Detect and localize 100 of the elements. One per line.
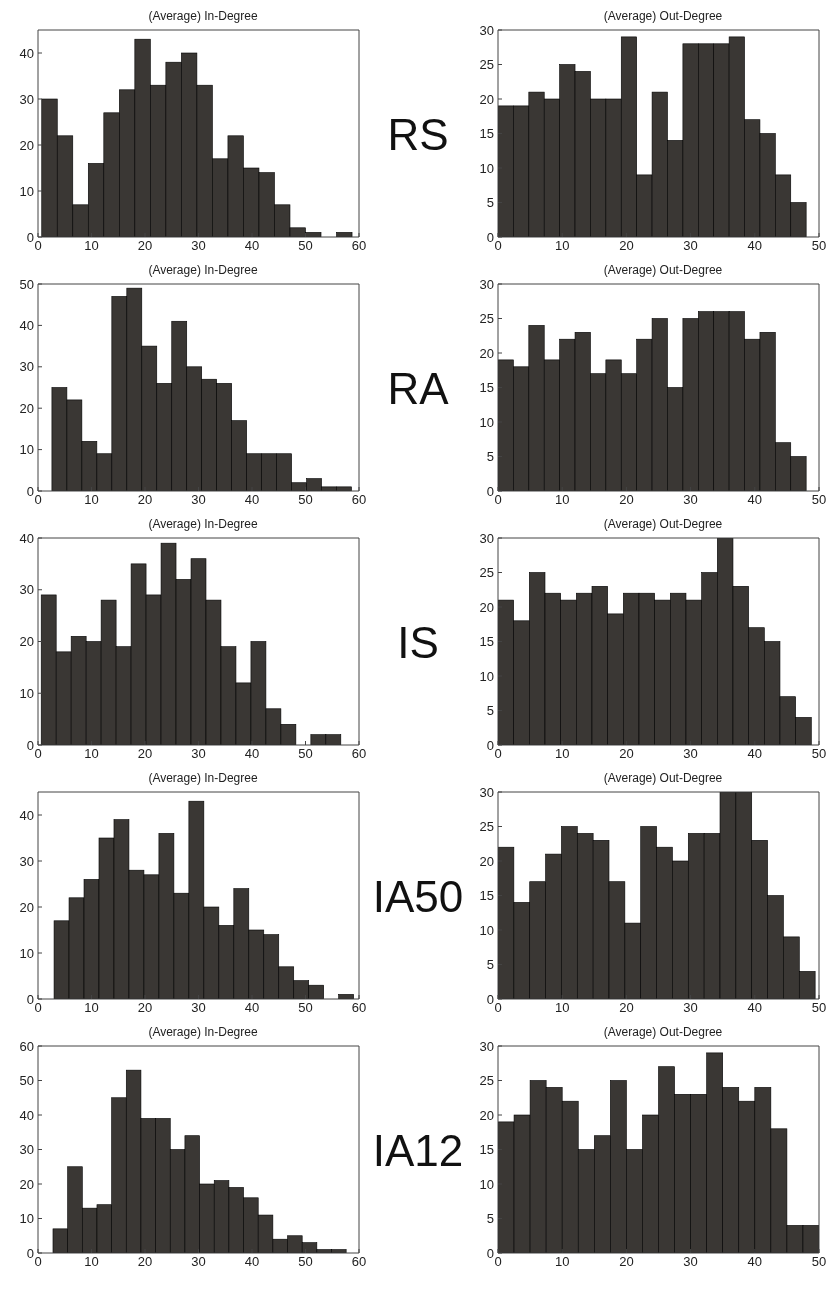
y-tick-label: 30 <box>19 582 34 598</box>
y-tick-label: 10 <box>479 1176 494 1192</box>
y-tick-label: 20 <box>19 137 34 153</box>
y-tick-label: 10 <box>479 414 494 430</box>
text: RA <box>387 364 449 413</box>
y-tick-label: 10 <box>479 160 494 176</box>
x-tick-label: 50 <box>298 238 313 254</box>
x-tick-label: 20 <box>619 1000 634 1016</box>
y-tick-label: 15 <box>479 1142 494 1158</box>
x-tick-label: 40 <box>244 238 260 254</box>
y-tick-label: 10 <box>19 442 34 458</box>
y-tick-label: 5 <box>486 1211 494 1227</box>
y-tick-label: 30 <box>19 1142 34 1158</box>
y-tick-label: 15 <box>479 126 494 142</box>
x-tick-label: 60 <box>351 746 367 762</box>
chart-title: (Average) In-Degree <box>148 1025 258 1039</box>
y-tick-label: 5 <box>486 703 494 719</box>
x-tick-label: 30 <box>683 1254 698 1270</box>
x-tick-label: 20 <box>137 1254 153 1270</box>
x-tick-label: 40 <box>244 746 260 762</box>
y-tick-label: 15 <box>479 634 494 650</box>
x-tick-label: 50 <box>811 1254 827 1270</box>
y-tick-label: 5 <box>486 449 494 465</box>
y-tick-label: 50 <box>19 1073 34 1089</box>
y-tick-label: 25 <box>479 1073 494 1089</box>
y-tick-label: 40 <box>19 807 34 823</box>
x-tick-label: 30 <box>683 492 698 508</box>
x-tick-label: 10 <box>554 238 570 254</box>
x-tick-label: 40 <box>747 492 763 508</box>
x-tick-label: 50 <box>298 1000 313 1016</box>
x-tick-label: 60 <box>351 492 367 508</box>
chart-title: (Average) In-Degree <box>147 9 259 25</box>
y-tick-label: 20 <box>479 91 494 107</box>
y-tick-label: 5 <box>486 195 494 211</box>
x-tick-label: 40 <box>244 1000 260 1016</box>
y-tick-label: 50 <box>19 276 34 292</box>
x-tick-label: 10 <box>84 492 99 508</box>
x-tick-label: 50 <box>811 238 827 254</box>
y-tick-label: 20 <box>19 400 34 416</box>
text: IA50 <box>372 872 464 921</box>
x-tick-label: 40 <box>244 492 260 508</box>
y-tick-label: 30 <box>479 1038 494 1054</box>
x-tick-label: 50 <box>298 1254 313 1270</box>
x-tick-label: 50 <box>811 492 827 508</box>
x-tick-label: 60 <box>351 238 367 254</box>
x-tick-label: 10 <box>84 1254 99 1270</box>
y-tick-label: 10 <box>19 1211 34 1227</box>
x-tick-label: 40 <box>747 746 763 762</box>
x-tick-label: 50 <box>298 492 313 508</box>
y-tick-label: 40 <box>19 45 34 61</box>
x-tick-label: 30 <box>191 746 206 762</box>
chart-title: (Average) Out-Degree <box>603 1025 723 1039</box>
x-tick-label: 30 <box>683 746 698 762</box>
x-tick-label: 40 <box>747 238 763 254</box>
x-tick-label: 30 <box>683 238 698 254</box>
x-tick-label: 30 <box>191 1000 206 1016</box>
text: IS <box>397 618 439 667</box>
y-tick-label: 40 <box>19 318 34 334</box>
y-tick-label: 10 <box>479 668 494 684</box>
y-tick-label: 40 <box>19 530 34 546</box>
x-tick-label: 20 <box>619 238 634 254</box>
text: IA12 <box>372 1126 464 1175</box>
chart-title: (Average) Out-Degree <box>603 771 723 785</box>
y-tick-label: 30 <box>19 91 34 107</box>
y-tick-label: 20 <box>479 1107 494 1123</box>
x-tick-label: 10 <box>84 238 99 254</box>
x-tick-label: 50 <box>811 746 827 762</box>
y-tick-label: 20 <box>479 345 494 361</box>
x-tick-label: 20 <box>137 746 153 762</box>
x-tick-label: 40 <box>747 1254 763 1270</box>
x-tick-label: 50 <box>811 1000 827 1016</box>
y-tick-label: 10 <box>479 922 494 938</box>
y-tick-label: 5 <box>486 957 494 973</box>
y-tick-label: 30 <box>479 530 494 546</box>
x-tick-label: 30 <box>683 1000 698 1016</box>
chart-title: (Average) In-Degree <box>148 517 258 531</box>
y-tick-label: 25 <box>479 311 494 327</box>
x-tick-label: 10 <box>554 1254 570 1270</box>
x-tick-label: 10 <box>84 1000 99 1016</box>
x-tick-label: 40 <box>747 1000 763 1016</box>
chart-title: (Average) Out-Degree <box>603 517 723 531</box>
y-tick-label: 15 <box>479 380 494 396</box>
y-tick-label: 20 <box>479 599 494 615</box>
x-tick-label: 10 <box>554 492 570 508</box>
y-tick-label: 20 <box>19 899 34 915</box>
x-tick-label: 30 <box>191 492 206 508</box>
y-tick-label: 20 <box>19 634 34 650</box>
y-tick-label: 40 <box>19 1107 34 1123</box>
text: RS <box>387 110 449 159</box>
x-tick-label: 20 <box>619 746 634 762</box>
y-tick-label: 60 <box>19 1038 34 1054</box>
x-tick-label: 20 <box>137 238 153 254</box>
y-tick-label: 30 <box>479 22 494 38</box>
y-tick-label: 30 <box>479 784 494 800</box>
x-tick-label: 30 <box>191 238 206 254</box>
x-tick-label: 50 <box>298 746 313 762</box>
chart-title: (Average) In-Degree <box>148 263 258 277</box>
x-tick-label: 10 <box>554 746 570 762</box>
y-tick-label: 20 <box>19 1176 34 1192</box>
x-tick-label: 20 <box>137 1000 153 1016</box>
